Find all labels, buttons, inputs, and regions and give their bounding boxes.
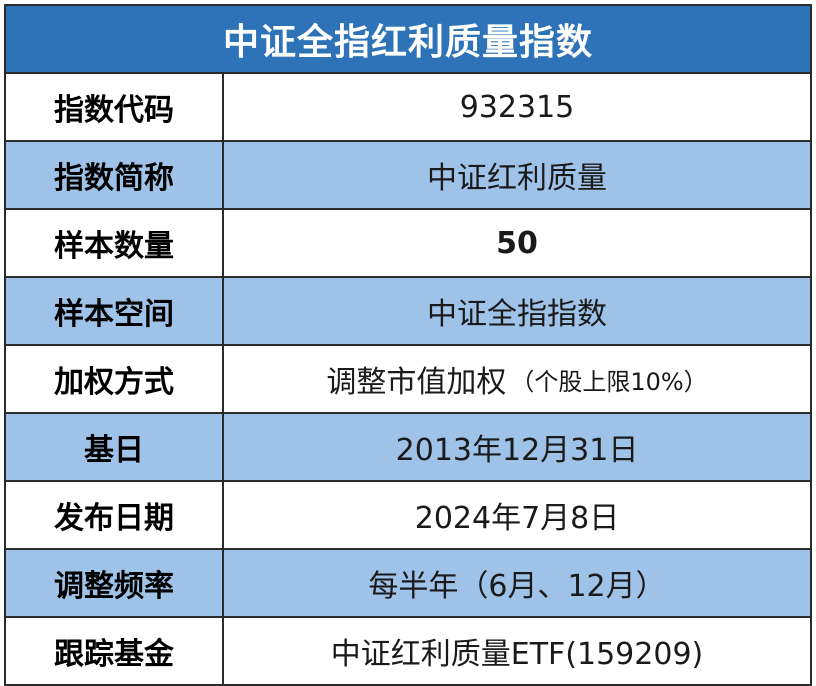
table-row: 样本空间 中证全指指数 [6, 278, 810, 346]
table-row: 指数代码 932315 [6, 74, 810, 142]
row-value-weighting-method: 调整市值加权 （个股上限10%） [224, 346, 810, 412]
row-label-sample-count: 样本数量 [6, 210, 224, 276]
table-row: 基日 2013年12月31日 [6, 414, 810, 482]
row-value-base-date: 2013年12月31日 [395, 433, 639, 468]
table-row: 样本数量 50 [6, 210, 810, 278]
row-value-index-short-name: 中证红利质量 [427, 161, 607, 196]
row-label-weighting-method: 加权方式 [6, 346, 224, 412]
row-label-sample-space: 样本空间 [6, 278, 224, 344]
index-info-table: 中证全指红利质量指数 指数代码 932315 指数简称 中证红利质量 样本数量 … [4, 4, 812, 686]
row-value-rebalance-frequency: 每半年（6月、12月） [368, 569, 666, 604]
row-label-rebalance-frequency: 调整频率 [6, 550, 224, 616]
weighting-method-note: （个股上限10%） [510, 367, 708, 396]
row-label-index-code: 指数代码 [6, 74, 224, 140]
row-label-index-short-name: 指数简称 [6, 142, 224, 208]
weighting-method-text: 调整市值加权 [326, 365, 507, 400]
table-title: 中证全指红利质量指数 [6, 6, 810, 74]
table-row: 跟踪基金 中证红利质量ETF(159209) [6, 618, 810, 684]
row-value-tracking-fund: 中证红利质量ETF(159209) [330, 637, 704, 672]
row-value-sample-space: 中证全指指数 [427, 297, 607, 332]
row-value-index-code: 932315 [459, 89, 575, 125]
row-value-release-date: 2024年7月8日 [414, 501, 620, 536]
row-value-sample-count: 50 [496, 225, 538, 261]
table-row: 发布日期 2024年7月8日 [6, 482, 810, 550]
row-label-base-date: 基日 [6, 414, 224, 480]
table-row: 指数简称 中证红利质量 [6, 142, 810, 210]
row-label-tracking-fund: 跟踪基金 [6, 618, 224, 684]
table-row: 加权方式 调整市值加权 （个股上限10%） [6, 346, 810, 414]
table-row: 调整频率 每半年（6月、12月） [6, 550, 810, 618]
row-label-release-date: 发布日期 [6, 482, 224, 548]
